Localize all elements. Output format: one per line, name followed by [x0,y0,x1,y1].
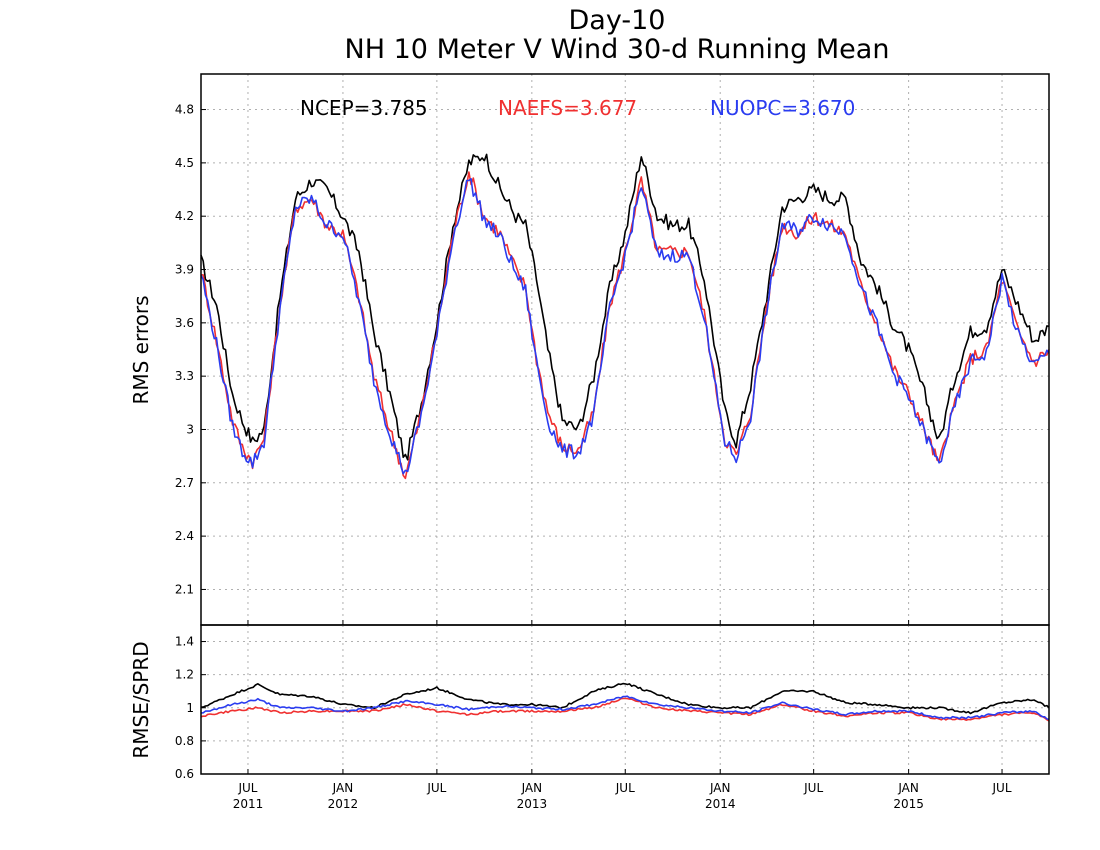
rms-ylabel: RMS errors [129,295,153,404]
rms-ytick-label: 2.4 [175,529,194,543]
xtick-month: JUL [426,781,446,795]
xtick-month: JUL [803,781,823,795]
legend-nuopc: NUOPC=3.670 [710,96,855,120]
x-axis: JUL 2011 JAN 2012 JUL JAN 2013 JUL JAN 2014 JUL JAN… [233,781,1012,811]
xtick-year: 2013 [517,797,548,811]
xtick-year: 2012 [328,797,359,811]
legend-ncep: NCEP=3.785 [300,96,428,120]
rms-ytick-label: 3.3 [175,369,194,383]
xtick-month: JAN [332,781,354,795]
rms-ytick-label: 4.8 [175,103,194,117]
rms-ytick-label: 2.1 [175,582,194,596]
xtick-year: 2015 [893,797,924,811]
rms-series-ncep [200,153,1050,461]
rms-ytick-label: 3.6 [175,316,194,330]
xtick-month: JAN [897,781,919,795]
ratio-ytick-label: 0.6 [175,767,194,781]
xtick-month: JAN [521,781,543,795]
ratio-panel: 0.6 0.8 1 1.2 1.4 RMSE/SPRD [129,624,1050,781]
rms-ytick-label: 2.7 [175,476,194,490]
rms-ytick-label: 3.9 [175,263,194,277]
rms-series-nuopc [200,178,1050,475]
ratio-ytick-label: 1.2 [175,668,194,682]
chart-title-line1: Day-10 [569,5,666,36]
xtick-month: JUL [615,781,635,795]
xtick-month: JAN [709,781,731,795]
ratio-series-nuopc [200,695,1050,721]
ratio-ylabel: RMSE/SPRD [129,641,153,758]
xtick-year: 2011 [233,797,264,811]
rms-ytick-label: 4.2 [175,209,194,223]
legend-naefs: NAEFS=3.677 [498,96,637,120]
rms-series-naefs [200,171,1050,480]
chart-title-line2: NH 10 Meter V Wind 30-d Running Mean [345,34,890,65]
rms-ytick-label: 3 [186,422,194,436]
ratio-ytick-label: 1 [186,701,194,715]
ratio-ytick-label: 1.4 [175,635,194,649]
ratio-frame [200,624,1050,775]
xtick-year: 2014 [705,797,736,811]
ratio-series-ncep [200,682,1050,715]
xtick-month: JUL [992,781,1012,795]
rms-ytick-label: 4.5 [175,156,194,170]
xtick-month: JUL [237,781,257,795]
rms-panel: 2.1 2.4 2.7 3 3.3 3.6 3.9 4.2 4.5 4.8 RMS errors [129,73,1050,626]
ratio-ytick-label: 0.8 [175,734,194,748]
